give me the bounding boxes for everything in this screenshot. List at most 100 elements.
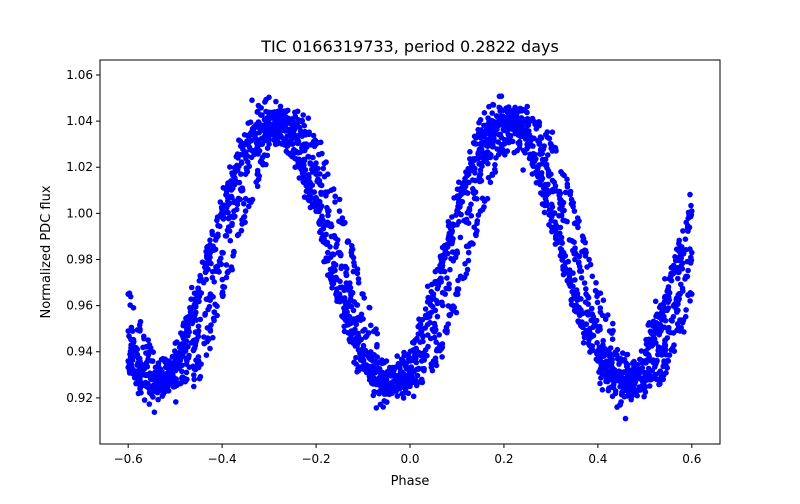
data-point <box>384 368 391 375</box>
data-point <box>441 268 448 275</box>
data-point <box>557 224 564 231</box>
data-point <box>191 376 197 383</box>
data-point <box>373 405 380 411</box>
data-point <box>191 305 197 311</box>
data-point <box>212 301 218 308</box>
data-point <box>374 365 381 372</box>
data-point <box>237 186 244 193</box>
data-point <box>446 312 453 318</box>
data-point <box>313 194 319 201</box>
data-point <box>589 311 595 317</box>
data-point <box>665 291 672 297</box>
data-point <box>549 177 556 184</box>
data-point <box>618 376 625 383</box>
data-point <box>541 209 548 216</box>
data-point <box>659 305 665 312</box>
data-point <box>543 198 549 205</box>
data-point <box>612 388 619 394</box>
data-point <box>500 148 507 154</box>
data-point <box>266 94 272 101</box>
data-point <box>185 344 191 350</box>
y-axis-label: Normalized PDC flux <box>39 185 54 318</box>
x-axis-label: Phase <box>391 474 430 489</box>
data-point <box>658 327 664 334</box>
data-point <box>266 122 272 129</box>
data-point <box>594 340 600 346</box>
data-point <box>241 201 247 207</box>
data-point <box>349 243 355 249</box>
data-point <box>442 328 449 334</box>
data-point <box>586 342 593 348</box>
data-point <box>567 191 573 198</box>
data-point <box>337 284 344 291</box>
data-point <box>414 335 420 342</box>
data-point <box>372 328 378 334</box>
data-point <box>315 179 322 185</box>
data-point <box>675 301 681 307</box>
data-point <box>246 203 252 210</box>
data-point <box>159 370 166 377</box>
x-axis-ticks: −0.6 −0.4 −0.2 0.0 0.2 0.4 0.6 <box>114 444 701 466</box>
data-point <box>352 320 359 327</box>
data-point <box>616 368 622 375</box>
data-point <box>151 409 158 416</box>
data-point <box>231 171 237 177</box>
data-point <box>167 377 174 384</box>
data-point <box>679 285 686 292</box>
data-point <box>405 390 412 397</box>
data-point <box>474 220 480 227</box>
data-point <box>331 232 338 239</box>
data-point <box>337 278 343 285</box>
data-point <box>360 316 366 322</box>
data-point <box>652 298 659 305</box>
data-point <box>583 249 589 256</box>
data-point <box>624 373 631 379</box>
data-point <box>676 296 682 302</box>
data-point <box>358 311 365 318</box>
data-point <box>137 385 143 392</box>
data-point <box>344 265 350 272</box>
data-point <box>190 347 197 353</box>
data-point <box>195 328 202 334</box>
data-point <box>606 376 613 383</box>
data-point <box>254 183 261 190</box>
data-point <box>462 261 468 267</box>
data-point <box>318 217 325 224</box>
data-point <box>309 201 316 208</box>
data-point <box>407 383 413 390</box>
data-point <box>548 208 554 214</box>
data-point <box>545 152 551 158</box>
data-point <box>264 152 271 159</box>
data-point <box>539 175 546 182</box>
data-point <box>261 116 268 123</box>
data-point <box>682 276 688 282</box>
data-point <box>606 353 613 360</box>
data-point <box>399 391 405 397</box>
data-point <box>202 312 208 318</box>
data-point <box>552 241 559 247</box>
data-point <box>572 303 578 309</box>
data-point <box>290 149 296 155</box>
data-point <box>665 358 672 364</box>
data-point <box>548 171 554 177</box>
data-point <box>219 208 225 214</box>
data-point <box>318 227 324 234</box>
data-point <box>419 350 425 357</box>
data-point <box>277 103 284 110</box>
data-point <box>220 216 227 222</box>
data-point <box>261 128 268 134</box>
data-point <box>272 123 278 130</box>
data-point <box>249 130 255 136</box>
data-point <box>431 334 438 341</box>
data-point <box>303 181 310 188</box>
data-point <box>571 291 578 297</box>
data-point <box>558 212 565 219</box>
data-point <box>289 141 296 147</box>
data-point <box>321 160 328 167</box>
data-point <box>193 309 199 316</box>
data-point <box>662 342 669 349</box>
data-point <box>524 128 531 134</box>
data-point <box>237 151 244 158</box>
data-point <box>607 345 614 351</box>
data-point <box>458 191 465 197</box>
